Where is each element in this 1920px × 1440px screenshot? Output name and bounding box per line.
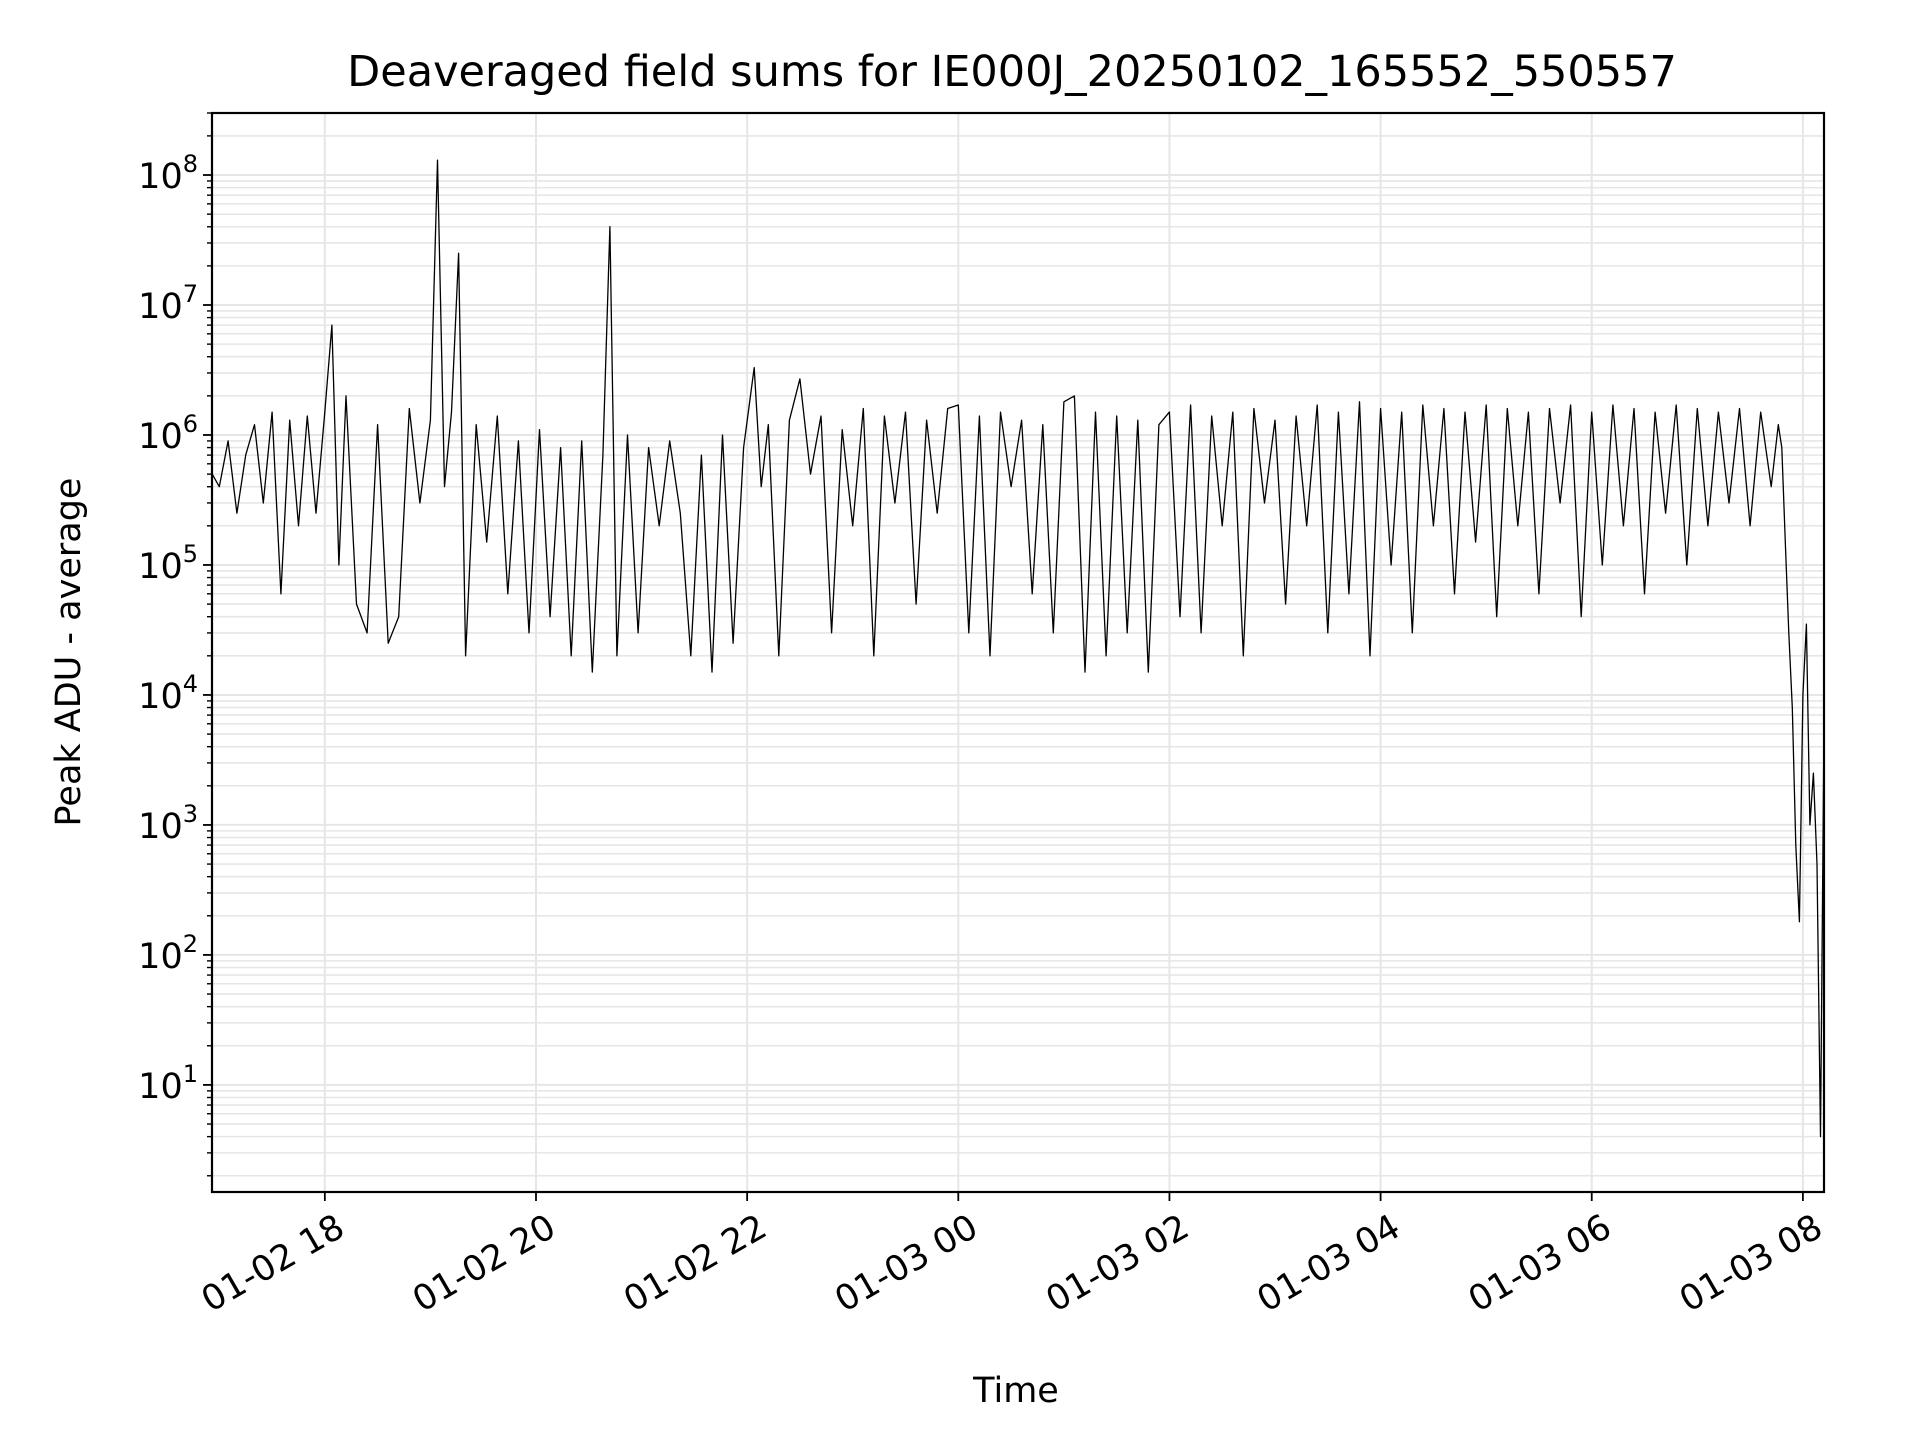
y-axis-label: Peak ADU - average bbox=[49, 478, 89, 827]
y-tick-label-exponent: 4 bbox=[183, 670, 198, 698]
y-tick-label-base: 10 bbox=[138, 157, 183, 197]
y-tick-label-base: 10 bbox=[138, 807, 183, 847]
y-tick-label-base: 10 bbox=[138, 677, 183, 717]
plot-frame bbox=[210, 111, 1826, 1194]
series-group bbox=[211, 159, 1825, 1138]
y-tick-label: 101 bbox=[138, 1060, 198, 1107]
y-tick-label-base: 10 bbox=[138, 547, 183, 587]
y-tick-label: 102 bbox=[138, 930, 198, 977]
y-tick-label-base: 10 bbox=[138, 937, 183, 977]
y-tick-label: 106 bbox=[138, 410, 198, 457]
y-tick-label: 108 bbox=[138, 150, 198, 197]
y-tick-label: 107 bbox=[138, 280, 198, 327]
y-tick-label: 105 bbox=[138, 540, 198, 587]
y-tick-label-base: 10 bbox=[138, 417, 183, 457]
y-tick-label: 104 bbox=[138, 670, 198, 717]
y-tick-label-base: 10 bbox=[138, 287, 183, 327]
y-tick-label-exponent: 8 bbox=[183, 150, 198, 178]
y-tick-label: 103 bbox=[138, 800, 198, 847]
series-line bbox=[211, 159, 1825, 1138]
y-tick-label-exponent: 1 bbox=[183, 1060, 198, 1088]
y-tick-label-exponent: 2 bbox=[183, 930, 198, 958]
chart-title: Deaveraged field sums for IE000J_2025010… bbox=[347, 47, 1677, 97]
y-tick-label-exponent: 3 bbox=[183, 800, 198, 828]
y-tick-label-exponent: 5 bbox=[183, 540, 198, 568]
y-tick-label-exponent: 6 bbox=[183, 410, 198, 438]
y-tick-label-exponent: 7 bbox=[183, 280, 198, 308]
x-axis-label: Time bbox=[972, 1371, 1059, 1411]
y-tick-label-base: 10 bbox=[138, 1067, 183, 1107]
grid-lines bbox=[212, 112, 1824, 1192]
